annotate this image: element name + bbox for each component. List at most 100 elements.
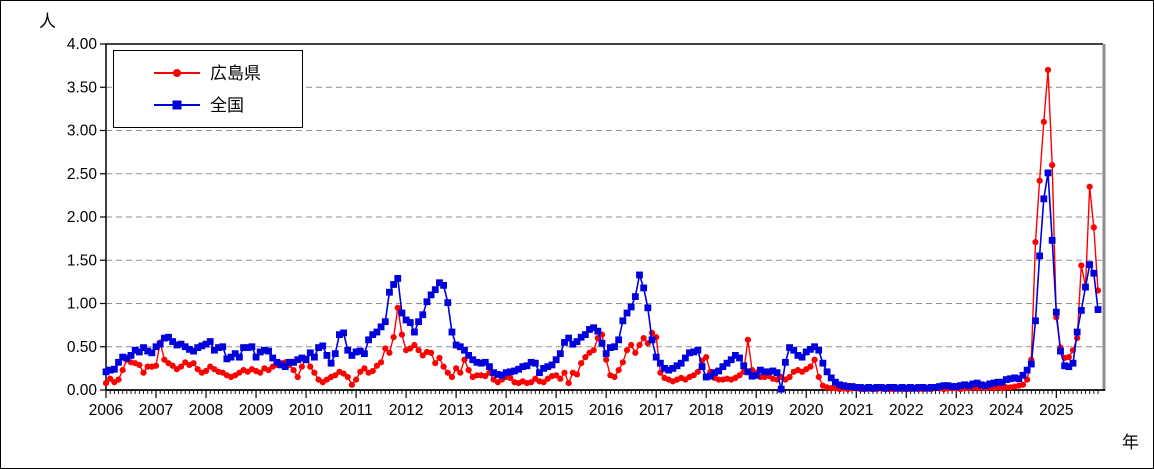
data-point-hiroshima	[340, 370, 347, 377]
data-point-zenkoku	[456, 343, 464, 351]
data-point-zenkoku	[290, 358, 297, 366]
data-point-zenkoku	[777, 385, 785, 393]
data-point-hiroshima	[352, 376, 360, 383]
data-point-zenkoku	[527, 358, 535, 366]
data-point-zenkoku	[390, 281, 397, 288]
x-tick-label: 2009	[239, 402, 273, 419]
data-point-hiroshima	[1078, 262, 1085, 269]
data-point-zenkoku	[890, 384, 898, 391]
data-point-zenkoku	[648, 336, 656, 344]
data-point-zenkoku	[602, 350, 610, 358]
data-point-zenkoku	[1061, 362, 1069, 370]
data-point-zenkoku	[140, 344, 147, 352]
data-point-zenkoku	[244, 344, 252, 352]
data-point-zenkoku	[506, 368, 514, 376]
data-point-zenkoku	[823, 368, 831, 376]
data-point-zenkoku	[523, 362, 531, 370]
data-point-zenkoku	[198, 342, 206, 350]
data-point-zenkoku	[436, 279, 443, 287]
data-point-hiroshima	[1065, 354, 1072, 361]
x-tick-label: 2025	[1039, 402, 1073, 419]
data-point-zenkoku	[531, 359, 539, 367]
data-point-zenkoku	[319, 342, 327, 350]
data-point-zenkoku	[690, 348, 698, 356]
data-point-hiroshima	[332, 372, 339, 379]
data-point-zenkoku	[723, 359, 731, 367]
data-point-hiroshima	[636, 341, 643, 349]
data-point-zenkoku	[419, 311, 427, 319]
data-point-zenkoku	[819, 359, 827, 367]
data-point-zenkoku	[373, 328, 381, 336]
data-point-zenkoku	[656, 359, 664, 367]
data-point-zenkoku	[1019, 371, 1027, 379]
data-point-hiroshima	[428, 349, 435, 356]
data-point-zenkoku	[969, 380, 977, 388]
data-point-zenkoku	[1036, 252, 1044, 260]
data-point-zenkoku	[365, 336, 372, 344]
x-tick-label: 2012	[389, 402, 423, 419]
x-tick-label: 2018	[689, 402, 723, 419]
data-point-zenkoku	[231, 350, 239, 358]
data-point-zenkoku	[715, 367, 723, 375]
data-point-hiroshima	[623, 347, 631, 354]
data-point-zenkoku	[394, 275, 402, 282]
data-point-zenkoku	[481, 358, 489, 366]
data-point-zenkoku	[994, 378, 1002, 386]
data-point-zenkoku	[606, 344, 614, 352]
data-point-zenkoku	[832, 378, 839, 386]
data-point-hiroshima	[161, 356, 168, 363]
data-point-zenkoku	[152, 343, 160, 351]
data-point-hiroshima	[386, 349, 393, 356]
data-point-hiroshima	[703, 354, 710, 361]
data-point-zenkoku	[461, 346, 468, 354]
data-point-hiroshima	[152, 362, 160, 369]
data-point-hiroshima	[390, 334, 397, 341]
data-point-zenkoku	[886, 384, 893, 391]
data-point-zenkoku	[927, 384, 935, 391]
data-point-zenkoku	[598, 339, 606, 347]
data-point-zenkoku	[957, 382, 964, 390]
data-point-zenkoku	[494, 371, 502, 378]
data-point-zenkoku	[727, 356, 735, 364]
data-point-zenkoku	[561, 339, 568, 346]
data-point-zenkoku	[156, 340, 164, 348]
data-point-zenkoku	[961, 381, 969, 389]
data-point-zenkoku	[869, 384, 877, 392]
data-point-zenkoku	[1011, 374, 1019, 382]
data-point-zenkoku	[123, 354, 131, 362]
y-tick-label: 0.00	[67, 382, 98, 399]
data-point-zenkoku	[252, 353, 260, 361]
data-point-zenkoku	[719, 363, 727, 371]
data-point-zenkoku	[215, 344, 222, 352]
data-point-zenkoku	[402, 316, 410, 324]
data-point-zenkoku	[615, 336, 623, 344]
data-point-zenkoku	[586, 326, 593, 333]
data-point-zenkoku	[415, 318, 423, 326]
data-point-hiroshima	[590, 347, 597, 354]
y-tick-label: 2.00	[67, 209, 98, 226]
x-tick-label: 2022	[889, 402, 923, 419]
data-point-zenkoku	[902, 384, 910, 392]
data-point-zenkoku	[285, 358, 293, 366]
data-point-zenkoku	[911, 384, 919, 392]
data-point-zenkoku	[848, 383, 856, 390]
data-point-zenkoku	[1073, 328, 1081, 336]
data-point-zenkoku	[836, 381, 843, 389]
data-point-zenkoku	[235, 353, 243, 361]
x-tick-label: 2007	[139, 402, 173, 419]
data-point-zenkoku	[1027, 360, 1035, 368]
data-point-hiroshima	[482, 373, 489, 380]
x-tick-label: 2010	[289, 402, 324, 419]
data-point-zenkoku	[807, 345, 814, 353]
data-point-zenkoku	[298, 354, 306, 362]
data-point-zenkoku	[844, 383, 852, 390]
data-point-zenkoku	[219, 343, 227, 351]
data-point-zenkoku	[119, 353, 127, 361]
data-point-zenkoku	[840, 382, 848, 390]
data-point-zenkoku	[260, 346, 268, 354]
y-tick-label: 1.50	[67, 252, 98, 269]
data-point-zenkoku	[361, 350, 368, 358]
data-point-hiroshima	[436, 354, 443, 362]
y-tick-label: 1.00	[67, 296, 98, 313]
